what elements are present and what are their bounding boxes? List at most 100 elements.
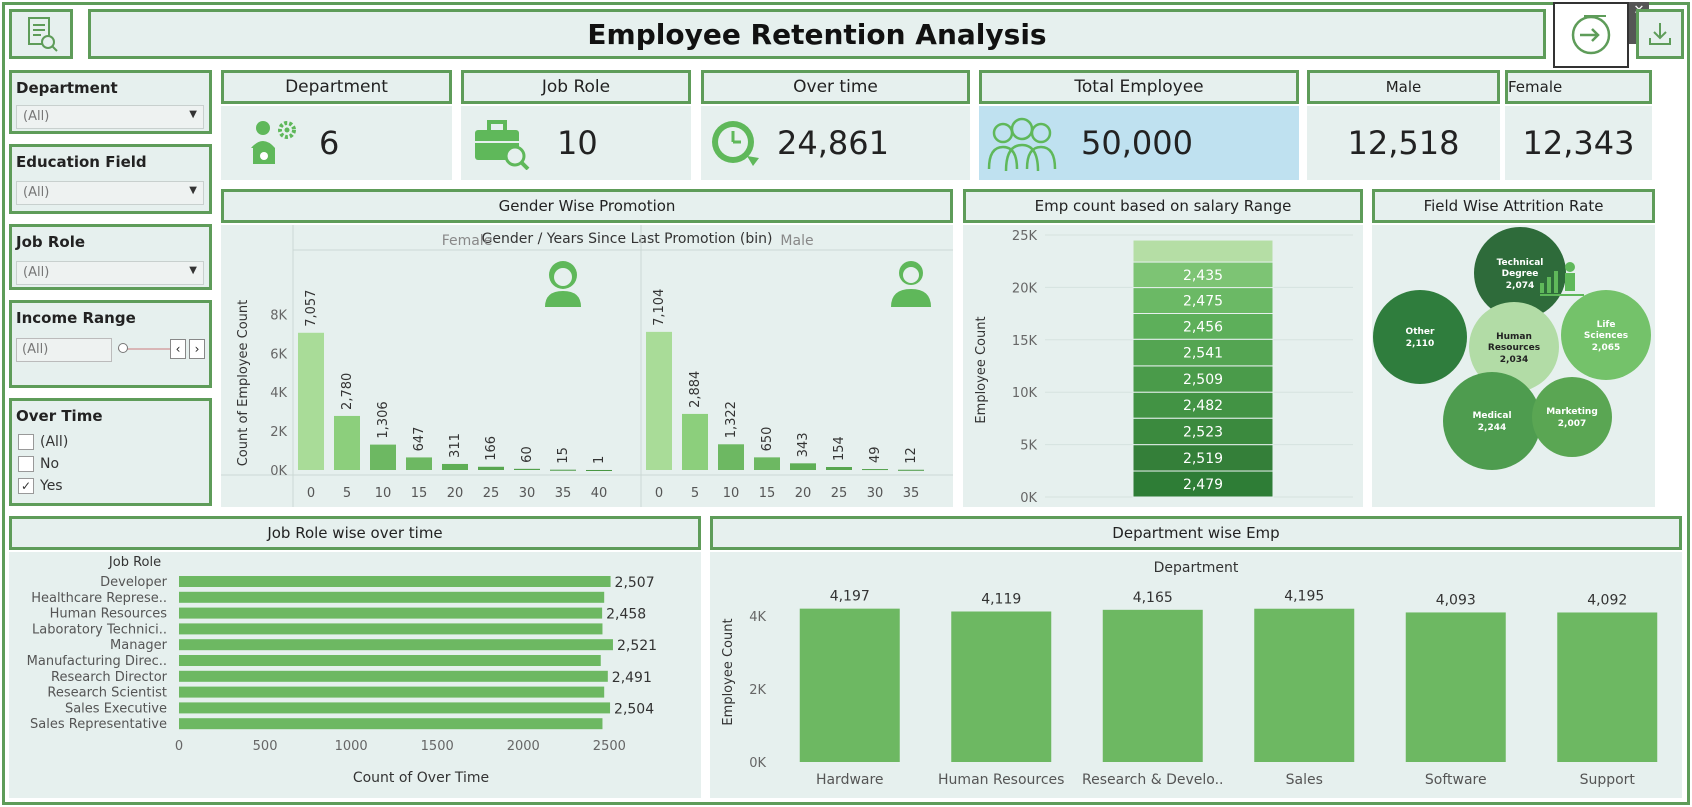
bar (334, 415, 360, 470)
bar (682, 413, 708, 470)
x-tick-label: 15 (759, 486, 776, 501)
download-button[interactable] (1636, 9, 1684, 59)
exit-button[interactable] (1553, 2, 1629, 68)
checkbox[interactable] (18, 456, 34, 472)
education-field-filter-label: Education Field (16, 153, 147, 171)
checkbox[interactable] (18, 434, 34, 450)
income-range-value: (All) (22, 342, 49, 357)
y-tick-label: 15K (1012, 334, 1038, 349)
bubble-label: Marketing (1546, 407, 1598, 417)
kpi-department-card: 6 (221, 106, 452, 180)
over-time-filter: Over Time (All) No ✓ Yes (9, 398, 212, 506)
kpi-female-header: Female (1505, 70, 1652, 104)
data-label: 2,504 (614, 701, 654, 717)
bar (298, 332, 324, 470)
chart-title: Gender / Years Since Last Promotion (bin… (482, 231, 773, 247)
education-field-dropdown[interactable]: (All) ▼ (16, 181, 204, 205)
income-range-slider[interactable] (118, 348, 178, 350)
bar (1102, 609, 1203, 762)
bar-segment (1132, 417, 1274, 446)
bar-segment (1132, 313, 1274, 340)
y-tick-label: 8K (270, 308, 287, 323)
bar (179, 623, 603, 635)
department-filter: Department (All) ▼ (9, 70, 212, 134)
kpi-job-role-header: Job Role (461, 70, 691, 104)
dropdown-arrow-icon[interactable]: ▼ (189, 185, 197, 196)
y-tick-label: Healthcare Represe.. (31, 591, 167, 606)
bubble-label: Medical (1472, 411, 1511, 421)
data-label: 2,435 (1183, 268, 1223, 284)
dropdown-arrow-icon[interactable]: ▼ (189, 265, 197, 276)
y-tick-label: Developer (100, 575, 168, 590)
x-tick-label: 2000 (507, 739, 540, 754)
data-label: 15 (556, 447, 571, 464)
download-icon (1649, 23, 1671, 45)
department-dropdown[interactable]: (All) ▼ (16, 105, 204, 129)
data-label: 2,541 (1183, 346, 1223, 362)
kpi-total-employee-value: 50,000 (1081, 124, 1193, 162)
chart-title: Department (1154, 560, 1239, 576)
bar (898, 469, 924, 471)
y-tick-label: Research Scientist (47, 686, 167, 701)
kpi-total-employee-header: Total Employee (979, 70, 1299, 104)
education-field-filter: Education Field (All) ▼ (9, 144, 212, 214)
step-left-button[interactable]: ‹ (170, 339, 186, 359)
panel-label: Male (780, 233, 813, 249)
job-role-dropdown-value: (All) (23, 265, 50, 280)
bubble-label: Sciences (1584, 331, 1628, 341)
data-label: 1 (592, 456, 607, 464)
bar (951, 611, 1052, 762)
y-axis-label: Employee Count (974, 316, 989, 423)
y-axis-label: Job Role (108, 555, 161, 570)
over-time-option-label: (All) (40, 434, 69, 450)
data-label: 7,057 (304, 290, 319, 327)
y-tick-label: 0K (749, 756, 766, 771)
bubble-label: Degree (1502, 269, 1539, 279)
y-tick-label: 5K (1020, 439, 1037, 454)
checkbox[interactable]: ✓ (18, 478, 34, 494)
data-label: 2,780 (340, 373, 355, 410)
data-label: 1,322 (724, 401, 739, 438)
over-time-option-label: Yes (40, 478, 63, 494)
briefcase-icon (475, 120, 530, 170)
data-label: 2,479 (1183, 477, 1223, 493)
y-tick-label: 0K (270, 464, 287, 479)
x-tick-label: 25 (831, 486, 848, 501)
department-emp-chart: Department Employee Count 0K 2K 4K 4,197 Hardw… (710, 552, 1682, 798)
data-label: 2,509 (1183, 372, 1223, 388)
bubble-label: Human (1496, 332, 1532, 342)
y-tick-label: Research Director (51, 670, 168, 685)
bubble-value: 2,034 (1500, 355, 1528, 365)
step-right-button[interactable]: › (189, 339, 205, 359)
gender-promotion-chart: Gender / Years Since Last Promotion (bin… (221, 225, 953, 507)
kpi-over-time-value: 24,861 (777, 124, 889, 162)
bar (179, 639, 613, 651)
data-label: 2,519 (1183, 451, 1223, 467)
education-field-dropdown-value: (All) (23, 185, 50, 200)
data-label: 12 (904, 447, 919, 464)
department-dropdown-value: (All) (23, 109, 50, 124)
kpi-over-time-header: Over time (701, 70, 970, 104)
x-tick-label: 15 (411, 486, 428, 501)
bar (179, 576, 611, 587)
slider-handle[interactable] (118, 343, 128, 353)
x-tick-label: 25 (483, 486, 500, 501)
field-attrition-chart: Technical Degree 2,074 Other 2,110 Human Resou… (1372, 225, 1655, 507)
x-tick-label: 20 (795, 486, 812, 501)
income-range-input[interactable]: (All) (16, 338, 112, 362)
x-tick-label: 500 (253, 739, 278, 754)
over-time-option[interactable]: (All) (18, 431, 209, 453)
job-role-dropdown[interactable]: (All) ▼ (16, 261, 204, 285)
report-icon-button[interactable] (9, 9, 73, 59)
over-time-option[interactable]: No (18, 453, 209, 475)
data-label: 650 (760, 427, 775, 452)
x-axis-label: Count of Over Time (353, 770, 489, 786)
x-tick-label: 5 (343, 486, 351, 501)
dropdown-arrow-icon[interactable]: ▼ (189, 109, 197, 120)
over-time-option[interactable]: ✓ Yes (18, 475, 209, 497)
x-tick-label: 2500 (593, 739, 626, 754)
data-label: 4,093 (1436, 592, 1476, 608)
growth-person-icon (1540, 262, 1584, 296)
